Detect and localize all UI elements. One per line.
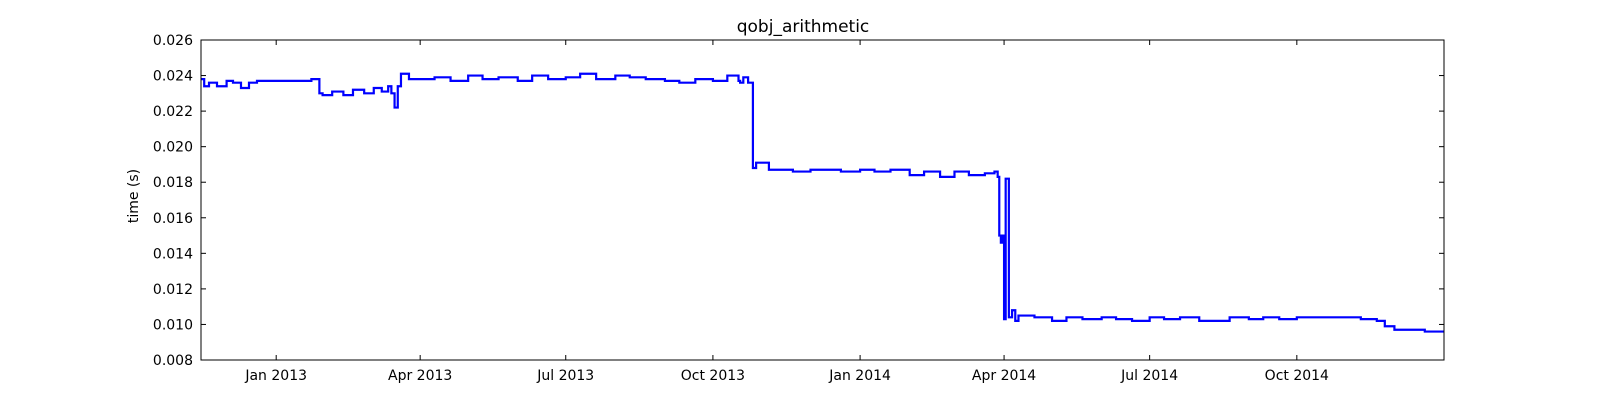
y-tick-label: 0.024 — [153, 69, 193, 85]
y-tick-label: 0.026 — [153, 33, 193, 49]
ticks-layer: 0.008 0.010 0.012 0.014 0.016 0.018 0.020 0.022… — [153, 33, 1444, 384]
y-tick-label: 0.010 — [153, 317, 193, 333]
x-tick-label: Apr 2013 — [388, 368, 452, 384]
chart-title: qobj_arithmetic — [737, 17, 870, 37]
y-tick-label: 0.014 — [153, 246, 193, 262]
x-tick-label: Jan 2014 — [828, 368, 891, 384]
x-tick-label: Jul 2013 — [536, 368, 594, 384]
x-tick-label: Oct 2013 — [681, 368, 745, 384]
y-tick-label: 0.016 — [153, 211, 193, 227]
x-tick-label: Apr 2014 — [972, 368, 1036, 384]
x-tick-label: Oct 2014 — [1265, 368, 1329, 384]
y-axis-label: time (s) — [126, 169, 142, 223]
y-tick-label: 0.008 — [153, 353, 193, 369]
y-tick-label: 0.022 — [153, 104, 193, 120]
plot-frame — [200, 39, 1445, 361]
series-layer — [201, 72, 1444, 333]
x-tick-label: Jul 2014 — [1120, 368, 1178, 384]
y-tick-label: 0.020 — [153, 140, 193, 156]
y-tick-label: 0.012 — [153, 282, 193, 298]
series-line-0 — [201, 72, 1444, 333]
y-tick-label: 0.018 — [153, 175, 193, 191]
x-tick-label: Jan 2013 — [244, 368, 307, 384]
